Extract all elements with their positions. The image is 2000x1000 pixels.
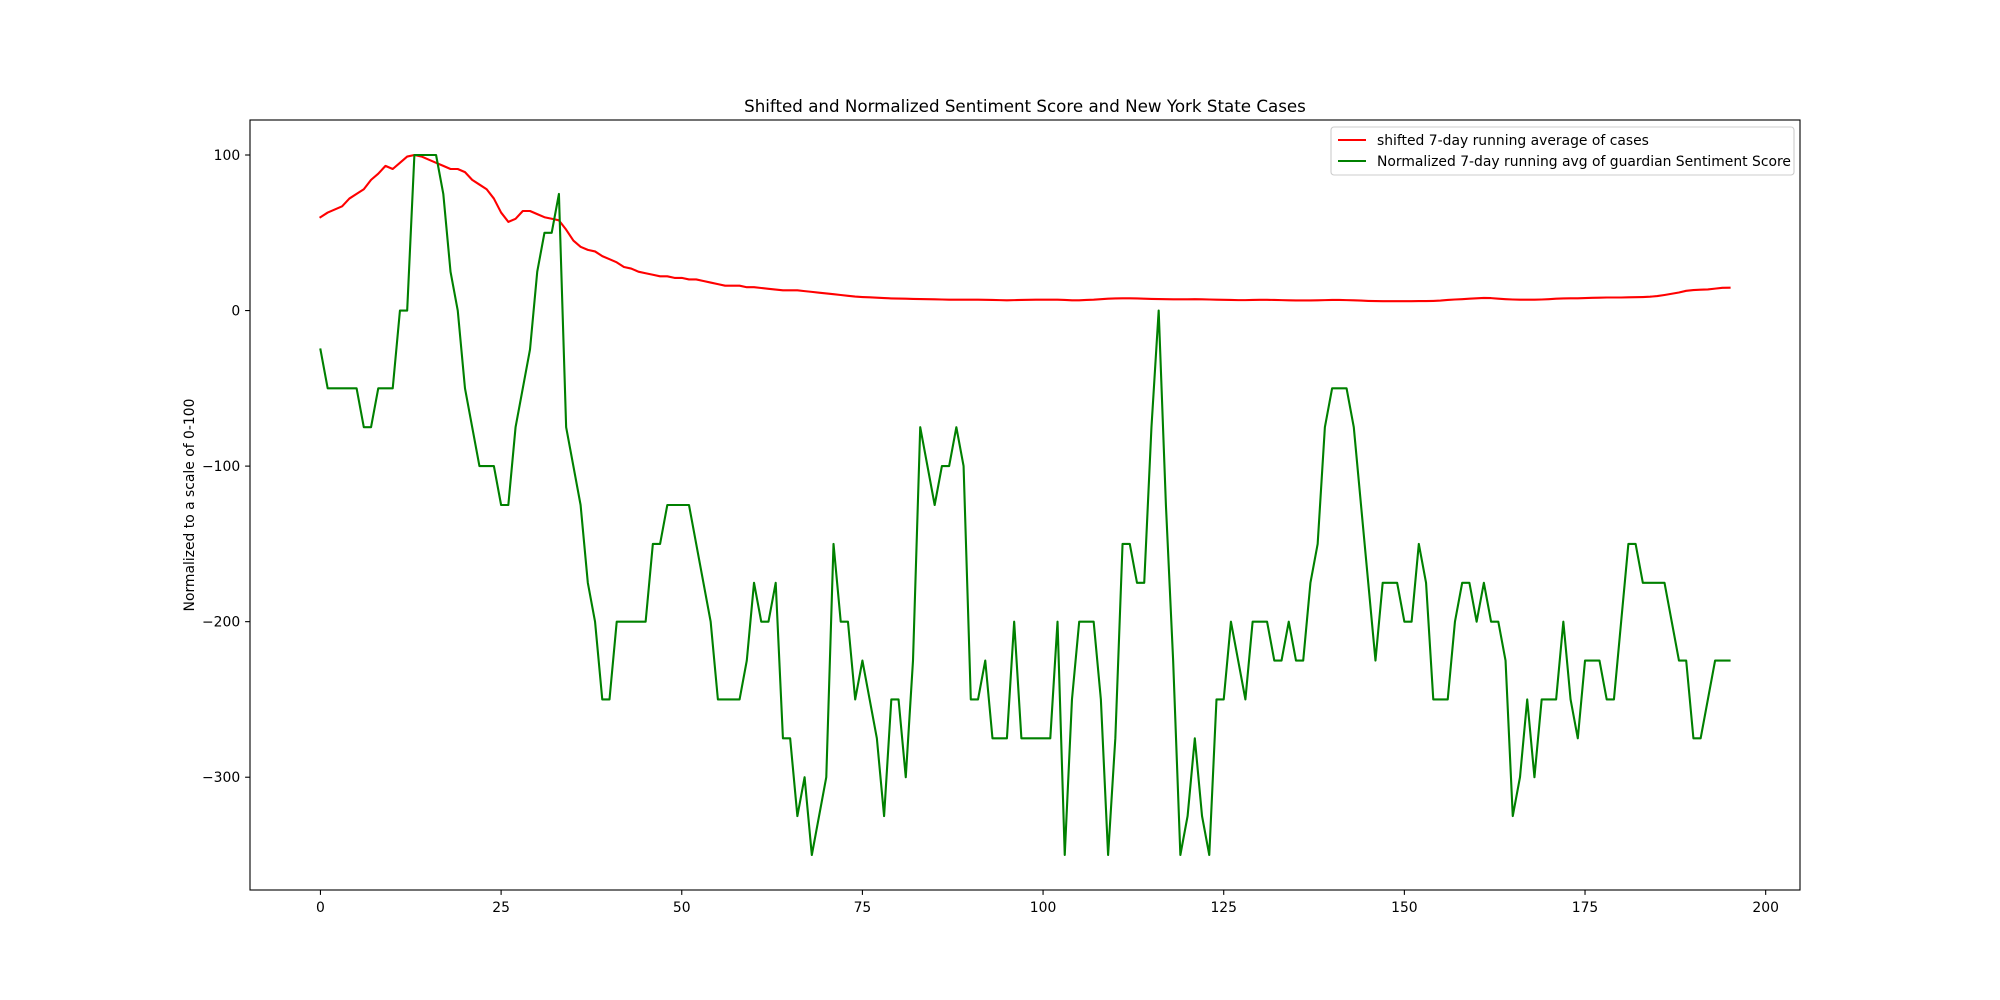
y-tick-label: −300 [202, 770, 240, 786]
y-tick-label: −100 [202, 459, 240, 475]
legend-box [1330, 126, 1795, 176]
x-tick-label: 150 [1391, 900, 1418, 916]
x-tick-label: 0 [316, 900, 325, 916]
y-axis-label: Normalized to a scale of 0-100 [182, 399, 198, 612]
y-tick-label: 100 [214, 148, 241, 164]
x-tick-label: 50 [673, 900, 691, 916]
sentiment-series-line [319, 153, 1731, 857]
cases-series-line [318, 153, 1731, 303]
plot-area-frame [249, 119, 1801, 891]
legend-label-sentiment: Normalized 7-day running avg of guardian… [1377, 154, 1791, 170]
x-tick-label: 75 [854, 900, 872, 916]
legend-label-cases: shifted 7-day running average of cases [1377, 133, 1649, 149]
y-tick-label: −200 [202, 615, 240, 631]
series-layer [318, 153, 1731, 857]
chart-title: Shifted and Normalized Sentiment Score a… [744, 96, 1306, 116]
y-tick-label: 0 [231, 304, 240, 320]
legend: shifted 7-day running average of cases N… [1330, 126, 1795, 176]
y-axis-ticks: 100 0 −100 −200 −300 [202, 148, 250, 786]
x-tick-label: 25 [492, 900, 510, 916]
x-tick-label: 125 [1210, 900, 1237, 916]
x-tick-label: 100 [1030, 900, 1057, 916]
x-tick-label: 175 [1572, 900, 1599, 916]
x-axis-ticks: 0 25 50 75 100 125 150 175 200 [316, 890, 1779, 916]
x-tick-label: 200 [1752, 900, 1779, 916]
